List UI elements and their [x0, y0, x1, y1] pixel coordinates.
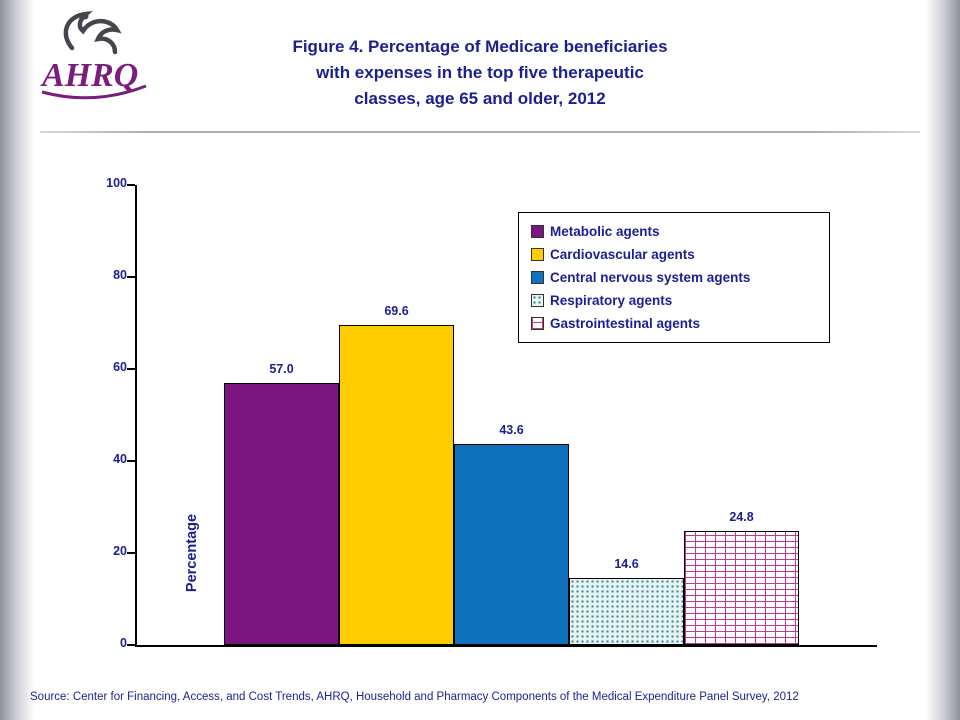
legend-label: Gastrointestinal agents [550, 316, 701, 331]
bar-metabolic-agents [224, 383, 339, 645]
logo-swoosh [41, 84, 147, 100]
y-axis-tick-mark [127, 184, 135, 186]
y-axis-tick-label: 60 [113, 360, 127, 374]
legend-item: Cardiovascular agents [531, 247, 817, 262]
bar-gastrointestinal-agents [684, 531, 799, 645]
y-axis-tick-label: 20 [113, 544, 127, 558]
plot-area: Percentage 57.0 69.6 43.6 14.6 24.8 0 20 40 60 80… [106, 176, 877, 650]
bar-value-label: 14.6 [614, 557, 639, 571]
legend-swatch [531, 317, 544, 330]
legend-item: Gastrointestinal agents [531, 316, 817, 331]
legend-item: Metabolic agents [531, 224, 817, 239]
bar-central-nervous-system-agents [454, 444, 569, 645]
y-axis-tick-mark [127, 460, 135, 462]
bar-cardiovascular-agents [339, 325, 454, 645]
bar-value-label: 43.6 [499, 423, 524, 437]
y-axis-tick-mark [127, 368, 135, 370]
legend-item: Respiratory agents [531, 293, 817, 308]
legend-label: Central nervous system agents [550, 270, 751, 285]
y-axis-tick-label: 100 [106, 176, 127, 190]
y-axis-tick-mark [127, 552, 135, 554]
right-gradient-border [926, 0, 960, 720]
legend-swatch [531, 248, 544, 261]
header-divider [40, 131, 920, 133]
y-axis-tick-mark [127, 644, 135, 646]
ahrq-logo-text: AHRQ [40, 57, 138, 94]
legend: Metabolic agents Cardiovascular agents Cen… [518, 212, 830, 343]
left-gradient-border [0, 0, 34, 720]
figure-title: Figure 4. Percentage of Medicare benefic… [292, 37, 668, 108]
bar-value-label: 24.8 [729, 510, 754, 524]
legend-label: Metabolic agents [550, 224, 660, 239]
bar-respiratory-agents [569, 578, 684, 645]
source-note: Source: Center for Financing, Access, an… [30, 691, 799, 703]
legend-label: Cardiovascular agents [550, 247, 695, 262]
eagle-icon [63, 11, 122, 55]
y-axis-tick-label: 80 [113, 268, 127, 282]
ahrq-logo: AHRQ [40, 11, 147, 100]
legend-label: Respiratory agents [550, 293, 673, 308]
y-axis-title: Percentage [184, 513, 200, 593]
y-axis-tick-mark [127, 276, 135, 278]
bar-value-label: 69.6 [384, 304, 409, 318]
legend-swatch [531, 225, 544, 238]
y-axis-tick-label: 0 [120, 636, 127, 650]
legend-swatch [531, 271, 544, 284]
legend-swatch [531, 294, 544, 307]
bar-value-label: 57.0 [269, 362, 294, 376]
y-axis-tick-label: 40 [113, 452, 127, 466]
legend-item: Central nervous system agents [531, 270, 817, 285]
